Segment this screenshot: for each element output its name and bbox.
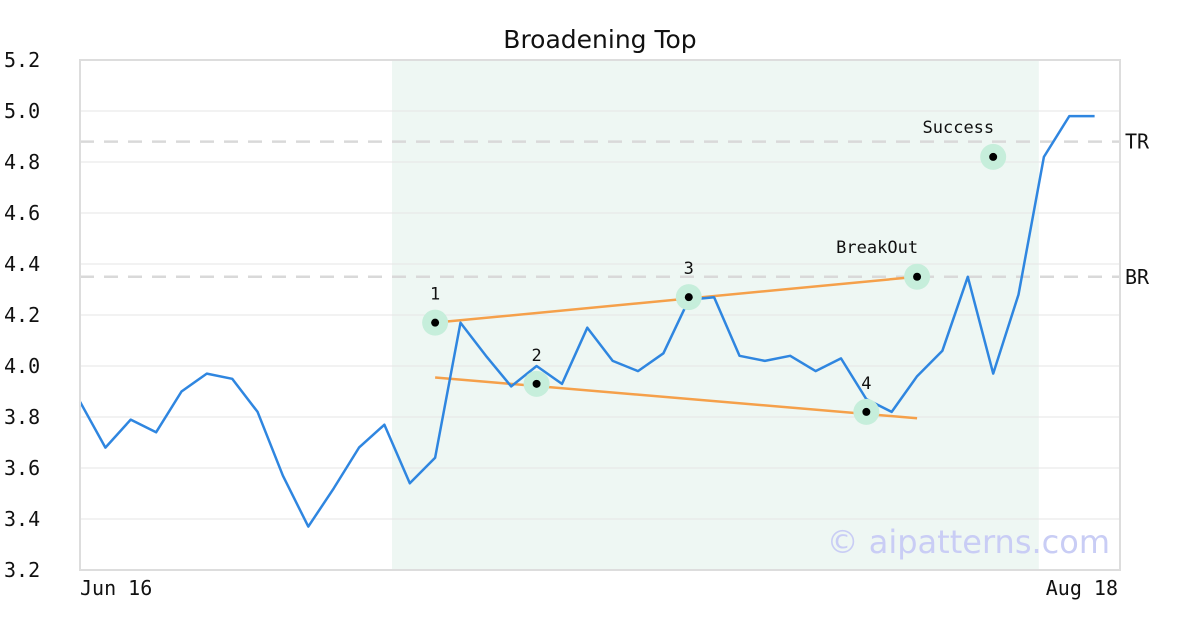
annotations-layer: 1 2 3 4 BreakOut Success — [430, 118, 994, 394]
y-tick-label: 3.2 — [4, 558, 40, 582]
marker-point-1 — [431, 318, 440, 327]
marker-point-4 — [862, 407, 871, 416]
y-axis-ticks: 3.2 3.4 3.6 3.8 4.0 4.2 4.4 4.6 4.8 5.0 5.2 — [4, 48, 40, 582]
marker-point-breakout — [913, 272, 922, 281]
y-tick-label: 4.6 — [4, 201, 40, 225]
y-tick-label: 4.2 — [4, 303, 40, 327]
series-layer — [78, 114, 1095, 528]
marker-point-2 — [532, 379, 541, 388]
y-tick-label: 3.8 — [4, 405, 40, 429]
x-axis-ticks: Jun 16 Aug 18 — [80, 576, 1118, 600]
annotation-1: 1 — [430, 285, 440, 305]
y-tick-label: 4.4 — [4, 252, 40, 276]
chart-title: Broadening Top — [503, 25, 696, 54]
y-tick-label: 5.2 — [4, 48, 40, 72]
markers-layer — [422, 143, 1007, 425]
reference-lines-layer: TR BR — [80, 130, 1150, 289]
annotation-success: Success — [923, 118, 995, 138]
price-line — [78, 114, 1095, 528]
x-tick-label: Aug 18 — [1046, 576, 1118, 600]
y-tick-label: 5.0 — [4, 99, 40, 123]
annotation-2: 2 — [531, 346, 541, 366]
x-tick-label: Jun 16 — [80, 576, 152, 600]
annotation-breakout: BreakOut — [836, 238, 918, 258]
annotation-3: 3 — [684, 259, 694, 279]
y-tick-label: 4.0 — [4, 354, 40, 378]
reference-label-br: BR — [1125, 265, 1150, 289]
annotation-4: 4 — [861, 374, 871, 394]
plot-frame — [79, 59, 1121, 571]
frame-layer — [79, 59, 1121, 571]
reference-label-tr: TR — [1125, 130, 1150, 154]
y-tick-label: 4.8 — [4, 150, 40, 174]
y-tick-label: 3.4 — [4, 507, 40, 531]
marker-point-3 — [684, 293, 693, 302]
y-tick-label: 3.6 — [4, 456, 40, 480]
marker-point-success — [989, 152, 998, 161]
watermark: © aipatterns.com — [827, 523, 1110, 561]
